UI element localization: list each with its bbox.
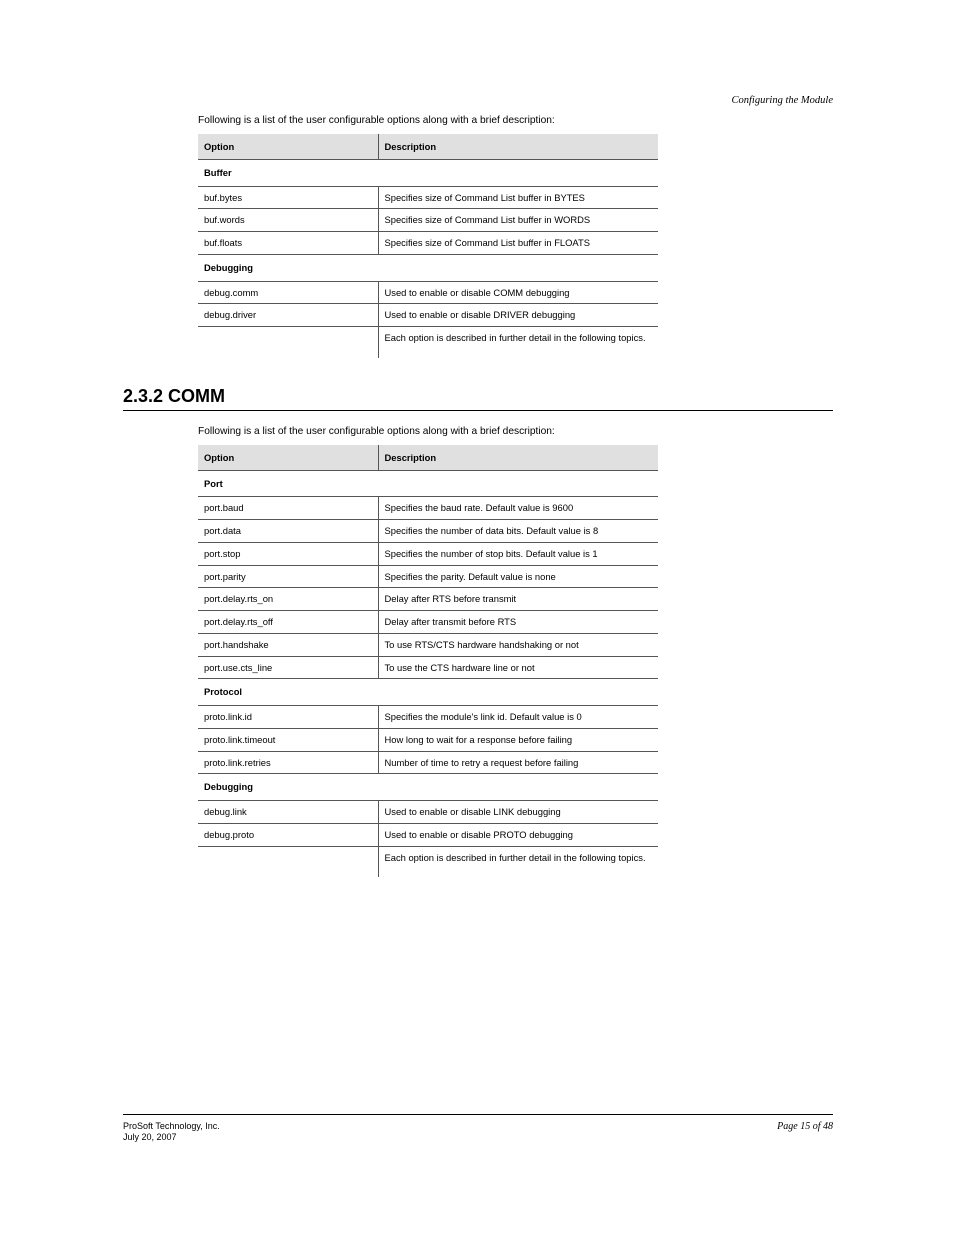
table-b-trailing-text: Each option is described in further deta… — [378, 846, 658, 877]
table-b-cell-description: Specifies the baud rate. Default value i… — [378, 497, 658, 520]
table-a-cell-option: debug.driver — [198, 304, 378, 327]
table-a-header-description: Description — [378, 134, 658, 160]
table-b-cell-description: Specifies the parity. Default value is n… — [378, 565, 658, 588]
table-a-group-label: Buffer — [198, 159, 658, 186]
table-a-row: buf.floatsSpecifies size of Command List… — [198, 232, 658, 255]
table-a-row: debug.driverUsed to enable or disable DR… — [198, 304, 658, 327]
table-b-cell-option: proto.link.retries — [198, 751, 378, 774]
table-b-row: debug.linkUsed to enable or disable LINK… — [198, 801, 658, 824]
table-b-row: port.handshakeTo use RTS/CTS hardware ha… — [198, 633, 658, 656]
table-a-trailing-left — [198, 327, 378, 358]
table-b-cell-description: To use the CTS hardware line or not — [378, 656, 658, 679]
table-b-row: proto.link.retriesNumber of time to retr… — [198, 751, 658, 774]
table-a-header-row: Option Description — [198, 134, 658, 160]
table-b-header-description: Description — [378, 445, 658, 471]
table-b-trailing-left — [198, 846, 378, 877]
table-a-cell-option: buf.bytes — [198, 186, 378, 209]
table-a-cell-description: Specifies size of Command List buffer in… — [378, 186, 658, 209]
table-b-cell-option: port.delay.rts_off — [198, 611, 378, 634]
table-b-cell-description: To use RTS/CTS hardware handshaking or n… — [378, 633, 658, 656]
table-b-cell-description: How long to wait for a response before f… — [378, 728, 658, 751]
table-b-row: proto.link.timeoutHow long to wait for a… — [198, 728, 658, 751]
table-b-cell-description: Used to enable or disable LINK debugging — [378, 801, 658, 824]
table-b-row: port.delay.rts_onDelay after RTS before … — [198, 588, 658, 611]
section-b-intro: Following is a list of the user configur… — [198, 425, 833, 439]
table-a-row: buf.bytesSpecifies size of Command List … — [198, 186, 658, 209]
table-a-cell-description: Specifies size of Command List buffer in… — [378, 209, 658, 232]
table-b-group-row: Debugging — [198, 774, 658, 801]
table-a: Option Description Bufferbuf.bytesSpecif… — [198, 134, 658, 358]
table-a-trailing-text: Each option is described in further deta… — [378, 327, 658, 358]
table-b-trailing-row: Each option is described in further deta… — [198, 846, 658, 877]
table-b-cell-option: proto.link.id — [198, 706, 378, 729]
table-b-header-option: Option — [198, 445, 378, 471]
table-a-body: Bufferbuf.bytesSpecifies size of Command… — [198, 159, 658, 358]
table-b-cell-option: port.data — [198, 520, 378, 543]
table-b-group-row: Protocol — [198, 679, 658, 706]
table-a-group-row: Debugging — [198, 254, 658, 281]
table-b-cell-description: Specifies the module's link id. Default … — [378, 706, 658, 729]
table-a-cell-option: debug.comm — [198, 281, 378, 304]
page-content: Configuring the Module Following is a li… — [123, 95, 833, 877]
table-b-cell-option: port.baud — [198, 497, 378, 520]
section-a-intro: Following is a list of the user configur… — [198, 114, 833, 128]
table-b-cell-description: Number of time to retry a request before… — [378, 751, 658, 774]
table-b-cell-description: Specifies the number of stop bits. Defau… — [378, 542, 658, 565]
table-b-row: proto.link.idSpecifies the module's link… — [198, 706, 658, 729]
table-b-group-label: Debugging — [198, 774, 658, 801]
table-b-row: port.stopSpecifies the number of stop bi… — [198, 542, 658, 565]
table-b-cell-option: debug.link — [198, 801, 378, 824]
table-b-row: port.dataSpecifies the number of data bi… — [198, 520, 658, 543]
table-b-cell-description: Used to enable or disable PROTO debuggin… — [378, 823, 658, 846]
table-b-header-row: Option Description — [198, 445, 658, 471]
table-a-cell-description: Used to enable or disable DRIVER debuggi… — [378, 304, 658, 327]
footer-date: July 20, 2007 — [123, 1132, 177, 1142]
table-b-cell-option: port.handshake — [198, 633, 378, 656]
table-b-wrap: Option Description Portport.baudSpecifie… — [198, 445, 658, 878]
table-b-row: port.delay.rts_offDelay after transmit b… — [198, 611, 658, 634]
page-footer: ProSoft Technology, Inc. Page 15 of 48 J… — [123, 1114, 833, 1142]
table-a-group-label: Debugging — [198, 254, 658, 281]
table-b-cell-option: proto.link.timeout — [198, 728, 378, 751]
table-a-wrap: Option Description Bufferbuf.bytesSpecif… — [198, 134, 658, 358]
table-b: Option Description Portport.baudSpecifie… — [198, 445, 658, 878]
table-a-row: debug.commUsed to enable or disable COMM… — [198, 281, 658, 304]
table-a-cell-description: Specifies size of Command List buffer in… — [378, 232, 658, 255]
table-a-group-row: Buffer — [198, 159, 658, 186]
footer-page: Page 15 of 48 — [777, 1121, 833, 1132]
running-head: Configuring the Module — [123, 95, 833, 106]
footer-company: ProSoft Technology, Inc. — [123, 1121, 220, 1131]
table-b-group-row: Port — [198, 470, 658, 497]
table-b-cell-option: port.stop — [198, 542, 378, 565]
table-b-body: Portport.baudSpecifies the baud rate. De… — [198, 470, 658, 877]
table-b-row: debug.protoUsed to enable or disable PRO… — [198, 823, 658, 846]
table-a-header-option: Option — [198, 134, 378, 160]
table-b-cell-description: Delay after transmit before RTS — [378, 611, 658, 634]
table-b-cell-option: port.parity — [198, 565, 378, 588]
table-b-cell-description: Specifies the number of data bits. Defau… — [378, 520, 658, 543]
table-b-group-label: Protocol — [198, 679, 658, 706]
table-a-row: buf.wordsSpecifies size of Command List … — [198, 209, 658, 232]
section-b-title: 2.3.2 COMM — [123, 386, 833, 411]
table-b-group-label: Port — [198, 470, 658, 497]
table-b-cell-description: Delay after RTS before transmit — [378, 588, 658, 611]
table-b-cell-option: port.delay.rts_on — [198, 588, 378, 611]
table-a-cell-description: Used to enable or disable COMM debugging — [378, 281, 658, 304]
table-a-cell-option: buf.floats — [198, 232, 378, 255]
table-a-trailing-row: Each option is described in further deta… — [198, 327, 658, 358]
table-b-cell-option: port.use.cts_line — [198, 656, 378, 679]
table-b-cell-option: debug.proto — [198, 823, 378, 846]
table-b-row: port.paritySpecifies the parity. Default… — [198, 565, 658, 588]
table-b-row: port.use.cts_lineTo use the CTS hardware… — [198, 656, 658, 679]
table-b-row: port.baudSpecifies the baud rate. Defaul… — [198, 497, 658, 520]
table-a-cell-option: buf.words — [198, 209, 378, 232]
